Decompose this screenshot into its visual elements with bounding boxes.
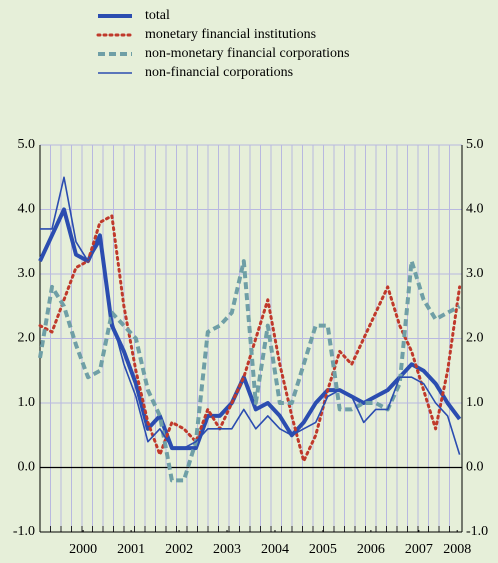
y-tick-label: 2.0	[18, 331, 36, 346]
y2-tick-label: 3.0	[466, 266, 484, 281]
legend-label: monetary financial institutions	[145, 27, 316, 42]
legend-label: non-monetary financial corporations	[145, 46, 349, 61]
x-tick-label: 2008	[443, 542, 471, 557]
y-tick-label: 3.0	[18, 266, 36, 281]
y2-tick-label: -1.0	[466, 524, 488, 539]
y-tick-label: 0.0	[18, 460, 36, 475]
x-tick-label: 2001	[117, 542, 145, 557]
x-tick-label: 2002	[165, 542, 193, 557]
series-line	[38, 214, 462, 463]
y-tick-label: 4.0	[18, 202, 36, 217]
x-tick-label: 2004	[261, 542, 289, 557]
x-tick-label: 2000	[69, 542, 97, 557]
x-tick-label: 2006	[357, 542, 385, 557]
x-tick-label: 2003	[213, 542, 241, 557]
series-line	[40, 176, 461, 455]
y-tick-label: 5.0	[18, 137, 36, 152]
y-tick-label: 1.0	[18, 395, 36, 410]
y2-tick-label: 5.0	[466, 137, 484, 152]
y2-tick-label: 2.0	[466, 331, 484, 346]
y2-tick-label: 4.0	[466, 202, 484, 217]
x-tick-label: 2005	[309, 542, 337, 557]
x-tick-label: 2007	[405, 542, 433, 557]
legend-label: non-financial corporations	[145, 65, 293, 80]
y2-tick-label: 0.0	[466, 460, 484, 475]
legend-label: total	[145, 8, 170, 23]
y2-tick-label: 1.0	[466, 395, 484, 410]
y-tick-label: -1.0	[13, 524, 35, 539]
